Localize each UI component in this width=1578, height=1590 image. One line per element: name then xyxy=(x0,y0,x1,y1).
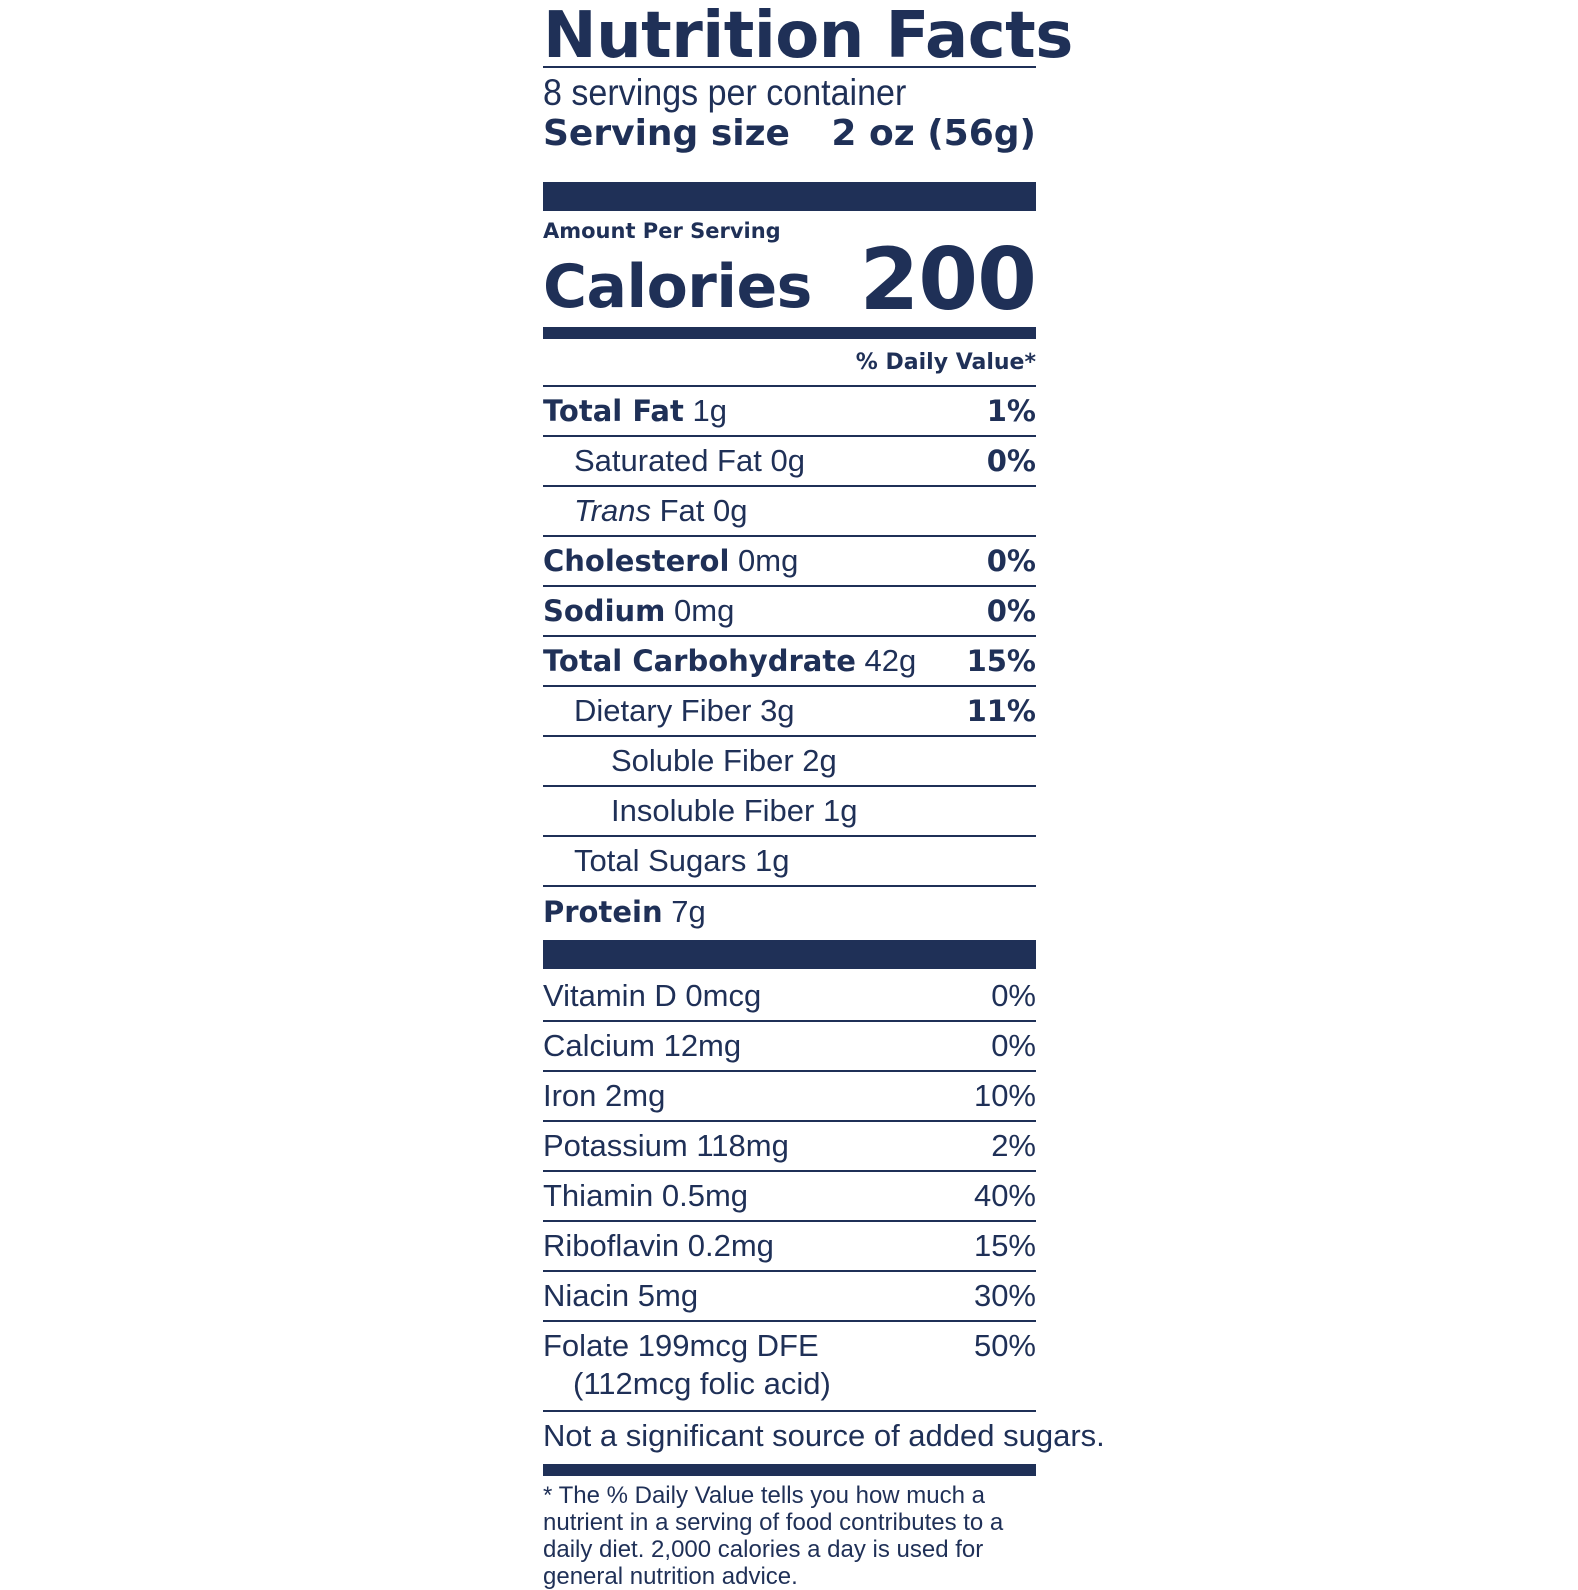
vitamin-row-thiamin: Thiamin 0.5mg 40% xyxy=(543,1172,1036,1222)
nutrient-row-saturated-fat: Saturated Fat 0g 0% xyxy=(543,437,1036,487)
nutrient-amount: 3g xyxy=(760,693,795,728)
calories-label: Calories xyxy=(543,252,812,322)
divider xyxy=(543,66,1036,68)
nutrient-amount: 2g xyxy=(802,743,837,778)
nutrient-row-total-carbohydrate: Total Carbohydrate 42g 15% xyxy=(543,637,1036,687)
vitamin-text: Iron 2mg xyxy=(543,1078,666,1113)
nutrient-name: Total Sugars xyxy=(574,843,747,878)
vitamin-text: Folate 199mcg DFE xyxy=(543,1328,819,1363)
nutrient-daily-value: 15% xyxy=(966,644,1036,678)
nutrient-name: Cholesterol xyxy=(543,544,730,578)
daily-value-header: % Daily Value* xyxy=(543,339,1036,387)
nutrient-name: Soluble Fiber xyxy=(611,743,794,778)
footer-divider xyxy=(543,1464,1036,1476)
nutrient-row-total-sugars: Total Sugars 1g xyxy=(543,837,1036,887)
nutrition-facts-label: Nutrition Facts 8 servings per container… xyxy=(543,0,1105,1590)
serving-size-row: Serving size 2 oz (56g) xyxy=(543,116,1036,164)
calories-value: 200 xyxy=(859,230,1037,330)
nutrient-row-protein: Protein 7g xyxy=(543,887,1036,937)
vitamin-text: Calcium 12mg xyxy=(543,1028,742,1063)
daily-value-footnote: * The % Daily Value tells you how much a… xyxy=(543,1482,1004,1590)
nutrient-name: Protein xyxy=(543,895,663,929)
vitamin-text: Niacin 5mg xyxy=(543,1278,699,1313)
vitamin-row-vitamin-d: Vitamin D 0mcg 0% xyxy=(543,972,1036,1022)
nutrient-name: Dietary Fiber xyxy=(574,693,752,728)
vitamin-daily-value: 0% xyxy=(991,978,1036,1013)
nutrient-amount: 0g xyxy=(770,443,805,478)
vitamin-text: Riboflavin 0.2mg xyxy=(543,1228,774,1263)
nutrient-name: Trans xyxy=(574,493,651,528)
vitamin-daily-value: 40% xyxy=(973,1178,1036,1213)
vitamin-text: Vitamin D 0mcg xyxy=(543,978,762,1013)
vitamin-row-potassium: Potassium 118mg 2% xyxy=(543,1122,1036,1172)
vitamin-text: Potassium 118mg xyxy=(543,1128,789,1163)
serving-size-value: 2 oz (56g) xyxy=(831,113,1036,154)
nutrient-row-insoluble-fiber: Insoluble Fiber 1g xyxy=(543,787,1036,837)
nutrient-amount: 1g xyxy=(822,793,858,828)
calories-row: Calories 200 xyxy=(543,237,1037,323)
nutrient-amount: 7g xyxy=(671,894,706,929)
nutrient-daily-value: 0% xyxy=(986,544,1036,578)
amount-per-serving: Amount Per Serving xyxy=(543,219,781,243)
nutrient-name: Insoluble Fiber xyxy=(611,793,815,828)
nutrient-name: Saturated Fat xyxy=(574,443,762,478)
nutrient-row-total-fat: Total Fat 1g 1% xyxy=(543,387,1036,437)
servings-per-container: 8 servings per container xyxy=(543,72,907,113)
nutrient-amount: 1g xyxy=(754,843,790,878)
nutrient-amount: Fat 0g xyxy=(659,493,748,528)
vitamin-row-riboflavin: Riboflavin 0.2mg 15% xyxy=(543,1222,1036,1272)
nutrient-amount: 42g xyxy=(864,643,917,678)
folate-subtext: (112mcg folic acid) xyxy=(573,1366,831,1401)
medium-divider xyxy=(543,327,1036,339)
vitamin-daily-value: 30% xyxy=(973,1278,1036,1313)
nutrient-amount: 0mg xyxy=(738,543,799,578)
nutrient-row-soluble-fiber: Soluble Fiber 2g xyxy=(543,737,1036,787)
nutrient-daily-value: 1% xyxy=(986,394,1036,428)
nutrient-daily-value: 0% xyxy=(986,594,1036,628)
label-title: Nutrition Facts xyxy=(543,0,1073,73)
nutrient-daily-value: 11% xyxy=(966,694,1036,728)
nutrient-amount: 0mg xyxy=(674,593,735,628)
nutrient-amount: 1g xyxy=(692,393,727,428)
vitamin-daily-value: 50% xyxy=(973,1328,1036,1363)
nutrient-name: Total Fat xyxy=(543,394,684,428)
vitamin-text: Thiamin 0.5mg xyxy=(543,1178,749,1213)
vitamin-row-niacin: Niacin 5mg 30% xyxy=(543,1272,1036,1322)
thick-divider xyxy=(543,940,1036,969)
vitamin-daily-value: 2% xyxy=(991,1128,1036,1163)
nutrient-daily-value: 0% xyxy=(986,444,1036,478)
nutrient-row-sodium: Sodium 0mg 0% xyxy=(543,587,1036,637)
serving-size-label: Serving size xyxy=(543,113,790,154)
vitamin-row-iron: Iron 2mg 10% xyxy=(543,1072,1036,1122)
vitamin-daily-value: 10% xyxy=(973,1078,1036,1113)
vitamin-daily-value: 0% xyxy=(991,1028,1036,1063)
vitamin-row-calcium: Calcium 12mg 0% xyxy=(543,1022,1036,1072)
nutrient-row-cholesterol: Cholesterol 0mg 0% xyxy=(543,537,1036,587)
thick-divider xyxy=(543,182,1036,211)
added-sugars-note: Not a significant source of added sugars… xyxy=(543,1418,1105,1453)
nutrient-name: Sodium xyxy=(543,594,666,628)
vitamin-daily-value: 15% xyxy=(973,1228,1036,1263)
nutrient-row-trans-fat: Trans Fat 0g xyxy=(543,487,1036,537)
nutrient-name: Total Carbohydrate xyxy=(543,644,856,678)
nutrient-row-dietary-fiber: Dietary Fiber 3g 11% xyxy=(543,687,1036,737)
vitamin-row-folate: Folate 199mcg DFE (112mcg folic acid) 50… xyxy=(543,1322,1036,1412)
